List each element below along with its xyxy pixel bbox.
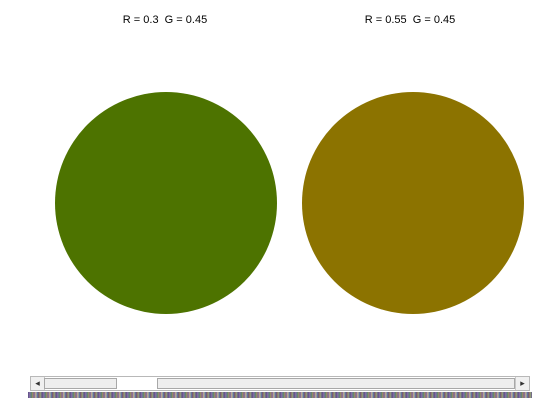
chevron-right-icon: ▸	[520, 378, 525, 388]
scroll-left-button[interactable]: ◂	[31, 377, 45, 390]
render-noise-strip	[28, 392, 532, 398]
scroll-right-button[interactable]: ▸	[515, 377, 529, 390]
left-caption: R = 0.3 G = 0.45	[122, 14, 208, 26]
left-color-circle	[55, 92, 277, 314]
scroll-track-left[interactable]	[44, 378, 117, 389]
scroll-thumb[interactable]	[117, 377, 157, 390]
right-caption: R = 0.55 G = 0.45	[364, 14, 456, 26]
right-color-circle	[302, 92, 524, 314]
chevron-left-icon: ◂	[35, 378, 40, 388]
scroll-track-right[interactable]	[157, 378, 515, 389]
horizontal-scrollbar[interactable]: ◂ ▸	[30, 376, 530, 391]
